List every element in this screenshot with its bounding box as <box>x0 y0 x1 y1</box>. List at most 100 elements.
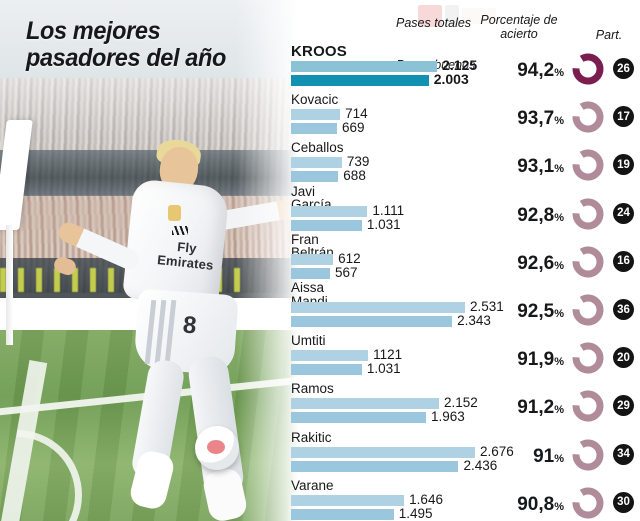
value-good-passes: 688 <box>343 168 366 184</box>
percent-sign: % <box>554 404 564 417</box>
accuracy-percentage: 91,9% <box>488 349 564 371</box>
accuracy-value: 91,9 <box>517 349 555 371</box>
participation-badge: 19 <box>613 154 634 176</box>
participation-badge: 34 <box>613 443 634 465</box>
bar-good-passes <box>291 460 459 472</box>
accuracy-percentage: 94,2% <box>488 60 564 82</box>
value-good-passes: 1.031 <box>366 361 401 377</box>
value-good-passes: 2.003 <box>433 71 469 87</box>
bar-good-passes <box>291 364 362 376</box>
accuracy-donut-icon <box>571 148 605 182</box>
accuracy-percentage: 92,6% <box>488 253 564 275</box>
player-name: Kovacic <box>291 92 339 108</box>
bar-total-passes <box>291 446 475 458</box>
corner-flag-pole <box>6 225 13 345</box>
accuracy-value: 92,6 <box>517 252 555 274</box>
accuracy-value: 94,2 <box>517 60 555 81</box>
percent-sign: % <box>554 115 564 128</box>
logo-mark-icon <box>462 8 496 24</box>
value-good-passes: 1.495 <box>398 505 433 521</box>
player-name: Ramos <box>291 381 334 397</box>
accuracy-percentage: 92,8% <box>488 205 564 227</box>
percent-sign: % <box>554 452 564 465</box>
percentage-column-header: Porcentaje de acierto <box>480 13 558 41</box>
value-total-passes: 612 <box>338 250 361 266</box>
bar-total-passes <box>291 302 466 313</box>
bar-good-passes <box>291 316 453 327</box>
percent-sign: % <box>554 308 564 320</box>
value-total-passes: 2.125 <box>442 57 478 73</box>
value-total-passes: 2.676 <box>480 443 514 459</box>
accuracy-percentage: 93,1% <box>488 156 564 178</box>
player-figure: Fly Emirates 8 <box>0 0 300 521</box>
bar-good-passes <box>291 123 337 135</box>
value-total-passes: 739 <box>346 154 370 170</box>
accuracy-value: 92,8 <box>517 204 555 226</box>
value-good-passes: 2.343 <box>457 313 491 328</box>
chart-row: Aissa Mandi 2.531 2.343 92,5% 36 <box>288 281 640 333</box>
bar-group <box>291 157 342 183</box>
value-good-passes: 1.963 <box>430 409 465 425</box>
bar-good-passes <box>291 412 426 424</box>
bar-total-passes <box>291 398 439 410</box>
bar-group <box>291 398 439 424</box>
player-name: Umtiti <box>291 333 326 349</box>
bar-group <box>291 494 405 520</box>
accuracy-value: 93,7 <box>517 108 555 130</box>
value-total-passes: 714 <box>345 106 368 122</box>
value-good-passes: 1.031 <box>366 216 401 232</box>
page-title: Los mejores pasadores del año <box>26 17 226 72</box>
value-good-passes: 567 <box>334 264 358 280</box>
accuracy-donut-icon <box>571 389 605 423</box>
value-total-passes: 1.111 <box>372 202 405 218</box>
participation-badge: 16 <box>613 250 634 272</box>
legend-total-passes: Pases totales <box>396 16 472 30</box>
participation-badge: 24 <box>613 202 634 224</box>
accuracy-donut-icon <box>571 245 605 279</box>
chart-row: Fran Beltrán 612 567 92,6% 16 <box>288 233 640 285</box>
bar-group <box>291 253 334 279</box>
club-crest-icon <box>168 205 181 221</box>
kit-brand-icon <box>172 226 188 235</box>
logo-mark-icon <box>418 5 442 27</box>
participation-column-header: Part. <box>595 28 623 42</box>
chart-row: Varane 1.646 1.495 90,8% 30 <box>288 478 640 521</box>
bar-good-passes <box>291 219 362 231</box>
participation-badge: 36 <box>613 299 634 320</box>
bar-total-passes <box>291 253 334 265</box>
bar-group <box>291 446 475 472</box>
bar-group <box>291 350 369 376</box>
accuracy-percentage: 93,7% <box>488 108 564 130</box>
percent-sign: % <box>554 500 564 513</box>
publisher-logo-icon <box>418 4 504 28</box>
logo-mark-icon <box>445 5 459 27</box>
accuracy-donut-icon <box>571 438 605 472</box>
accuracy-donut-icon <box>571 197 605 231</box>
value-total-passes: 2.531 <box>470 299 504 314</box>
value-total-passes: 1121 <box>373 347 403 363</box>
player-name: Rakitic <box>291 429 332 445</box>
player-name: Ceballos <box>291 140 344 156</box>
participation-badge: 30 <box>613 491 634 513</box>
accuracy-donut-icon <box>571 293 605 327</box>
bar-group <box>291 302 466 327</box>
chart-row: Javi García 1.111 1.031 92,8% 24 <box>288 184 640 237</box>
accuracy-value: 90,8 <box>517 493 555 515</box>
participation-badge: 29 <box>613 395 634 417</box>
value-total-passes: 2.152 <box>443 395 478 411</box>
chart-column-headers: Porcentaje de acierto Part. <box>460 13 640 48</box>
chart-row: Umtiti 1121 1.031 91,9% 20 <box>288 333 640 381</box>
chart-row: Ceballos 739 688 93,1% 19 <box>288 140 640 188</box>
bar-group <box>291 205 368 231</box>
accuracy-value: 92,5 <box>517 301 555 322</box>
accuracy-percentage: 91% <box>488 446 564 468</box>
bar-total-passes <box>291 61 438 72</box>
percent-sign: % <box>554 211 564 224</box>
bar-group <box>291 61 438 86</box>
percent-sign: % <box>554 356 564 369</box>
football-icon <box>195 426 239 470</box>
bar-group <box>291 109 341 135</box>
accuracy-percentage: 92,5% <box>488 301 564 323</box>
bar-good-passes <box>291 75 429 86</box>
